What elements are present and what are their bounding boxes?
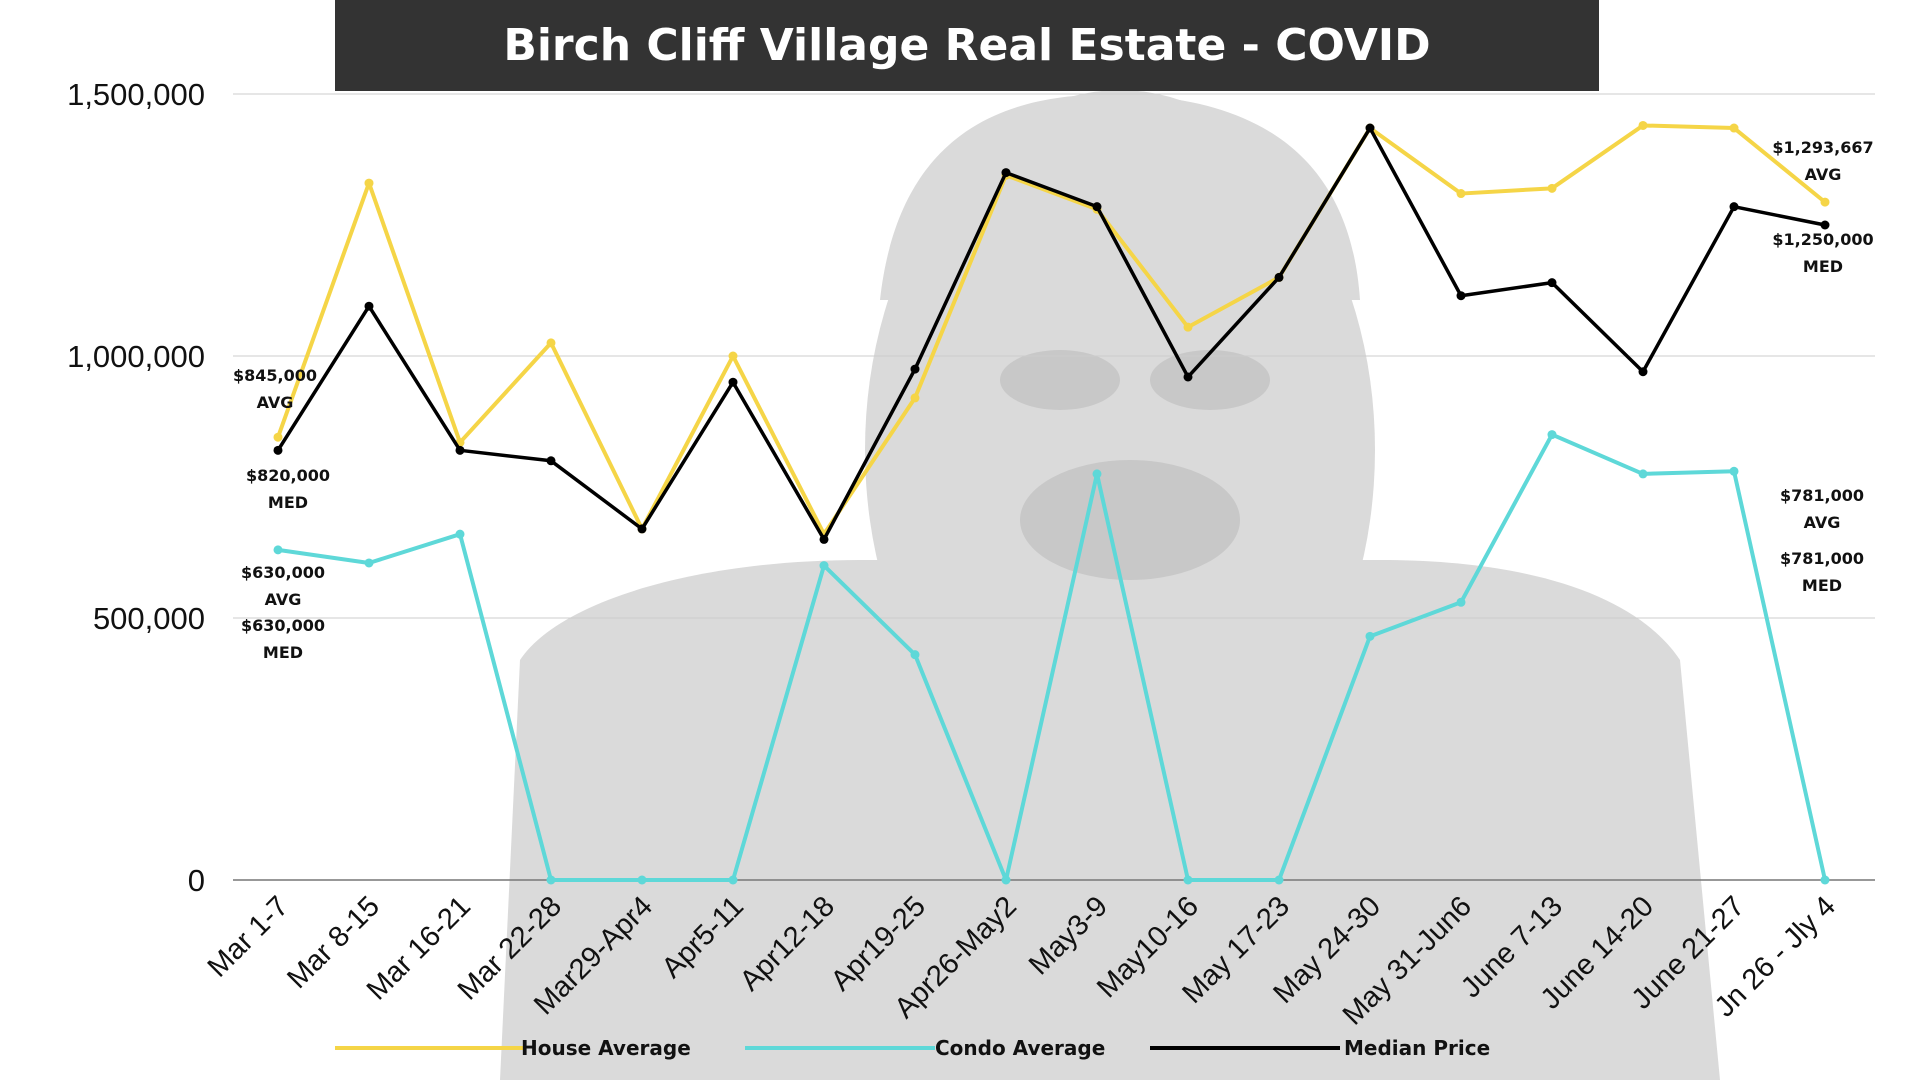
data-point bbox=[1547, 183, 1557, 193]
data-point bbox=[637, 875, 647, 885]
y-tick-label: 0 bbox=[188, 863, 205, 898]
data-point bbox=[1001, 875, 1011, 885]
annotation-label: $845,000 AVG bbox=[233, 366, 317, 412]
data-point bbox=[728, 351, 738, 361]
annotation-label: $781,000 AVG bbox=[1780, 486, 1864, 532]
data-point bbox=[1274, 875, 1284, 885]
data-point bbox=[910, 650, 920, 660]
data-point bbox=[1001, 168, 1011, 178]
data-point bbox=[546, 456, 556, 466]
data-point bbox=[1365, 123, 1375, 133]
annotation-label: $781,000 MED bbox=[1780, 549, 1864, 595]
data-point bbox=[1183, 322, 1193, 332]
data-point bbox=[1638, 120, 1648, 130]
data-point bbox=[728, 377, 738, 387]
annotation-label: $1,250,000 MED bbox=[1772, 230, 1873, 276]
data-point bbox=[273, 432, 283, 442]
data-point bbox=[364, 178, 374, 188]
data-point bbox=[819, 534, 829, 544]
data-point bbox=[1820, 220, 1830, 230]
data-point bbox=[364, 558, 374, 568]
data-point bbox=[1547, 278, 1557, 288]
series-line bbox=[276, 126, 1826, 542]
data-point bbox=[1183, 875, 1193, 885]
data-point bbox=[1638, 469, 1648, 479]
data-point bbox=[273, 545, 283, 555]
data-point bbox=[1456, 291, 1466, 301]
data-point bbox=[1183, 372, 1193, 382]
y-axis-tick-labels: 0 500,000 1,000,000 1,500,000 bbox=[67, 77, 205, 898]
data-point bbox=[1456, 189, 1466, 199]
x-tick-label: May3-9 bbox=[1023, 890, 1114, 981]
data-point bbox=[1820, 875, 1830, 885]
y-tick-label: 1,000,000 bbox=[67, 339, 205, 374]
y-tick-label: 500,000 bbox=[93, 601, 205, 636]
data-point bbox=[1092, 202, 1102, 212]
data-point bbox=[1820, 197, 1830, 207]
data-point bbox=[910, 364, 920, 374]
grid-lines bbox=[233, 93, 1875, 881]
data-point bbox=[1274, 272, 1284, 282]
annotation-label: $820,000 MED bbox=[246, 466, 330, 512]
data-point bbox=[1729, 466, 1739, 476]
data-point bbox=[637, 524, 647, 534]
data-point bbox=[455, 529, 465, 539]
data-point bbox=[1092, 469, 1102, 479]
x-tick-label: Apr12-18 bbox=[734, 890, 841, 997]
data-point bbox=[910, 393, 920, 403]
annotation-label: $1,293,667 AVG bbox=[1772, 138, 1873, 184]
series-lines bbox=[273, 120, 1830, 885]
annotations: $845,000 AVG $820,000 MED $630,000 AVG $630,00… bbox=[233, 138, 1874, 662]
legend-label: Median Price bbox=[1344, 1036, 1490, 1060]
y-tick-label: 1,500,000 bbox=[67, 77, 205, 112]
legend-label: House Average bbox=[521, 1036, 691, 1060]
data-point bbox=[1638, 367, 1648, 377]
data-point bbox=[364, 301, 374, 311]
data-point bbox=[455, 445, 465, 455]
data-point bbox=[819, 561, 829, 571]
data-point bbox=[1365, 631, 1375, 641]
x-tick-label: Mar 1-7 bbox=[202, 890, 295, 983]
x-tick-label: Apr5-11 bbox=[656, 890, 750, 984]
data-point bbox=[1729, 202, 1739, 212]
data-point bbox=[1547, 430, 1557, 440]
data-point bbox=[546, 875, 556, 885]
chart-title: Birch Cliff Village Real Estate - COVID bbox=[335, 0, 1599, 91]
data-point bbox=[273, 445, 283, 455]
data-point bbox=[728, 875, 738, 885]
data-point bbox=[1729, 123, 1739, 133]
series-line bbox=[276, 123, 1827, 537]
legend: House Average Condo Average Median Price bbox=[335, 1036, 1490, 1060]
annotation-label: $630,000 AVG bbox=[241, 563, 325, 609]
annotation-label: $630,000 MED bbox=[241, 616, 325, 662]
data-point bbox=[546, 338, 556, 348]
series-line bbox=[277, 432, 1827, 882]
data-point bbox=[1456, 597, 1466, 607]
legend-label: Condo Average bbox=[935, 1036, 1105, 1060]
